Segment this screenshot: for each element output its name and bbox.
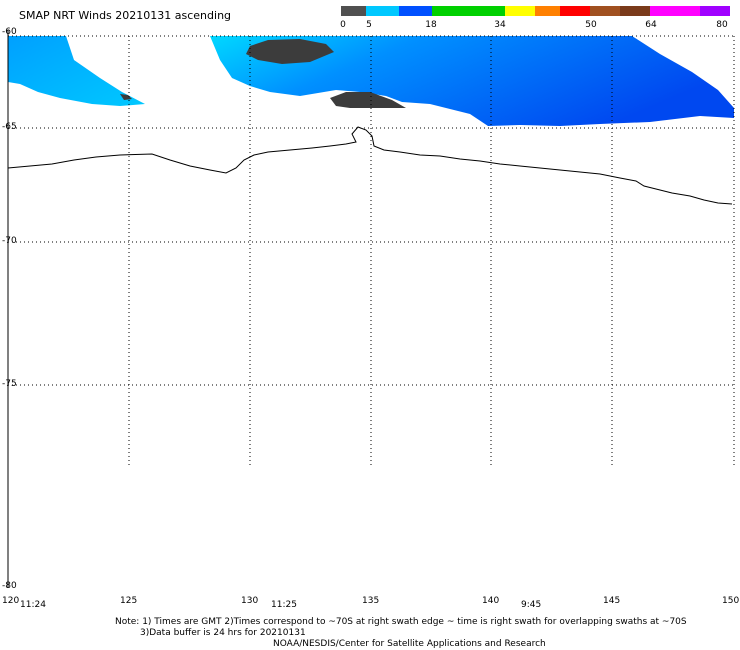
lat-label-65: -65 <box>2 122 17 132</box>
swath-time-label-2: 11:25 <box>271 600 297 610</box>
legend-segment-2 <box>399 6 432 16</box>
lon-label-125: 125 <box>120 596 138 606</box>
legend-segment-5 <box>535 6 560 16</box>
lat-label-70: -70 <box>2 236 17 246</box>
parallel-gridlines <box>8 35 734 386</box>
lon-label-120: 120 <box>2 596 20 606</box>
lon-label-140: 140 <box>482 596 500 606</box>
rain-flag-area-3 <box>120 94 132 100</box>
main-wind-swath <box>210 36 734 126</box>
left-wind-swath <box>8 36 145 106</box>
legend-tick-5: 5 <box>366 20 372 30</box>
legend-segment-4 <box>505 6 535 16</box>
legend-tick-50: 50 <box>585 20 597 30</box>
rain-flag-area-2 <box>330 92 406 108</box>
lat-label-80: -80 <box>2 581 17 591</box>
rain-flag-area-1 <box>246 39 334 64</box>
lat-label-60: -60 <box>2 27 17 37</box>
footnote-line-3: NOAA/NESDIS/Center for Satellite Applica… <box>273 639 546 649</box>
legend-segment-8 <box>620 6 650 16</box>
legend-segment-1 <box>366 6 399 16</box>
legend-segment-6 <box>560 6 590 16</box>
legend-segment-3 <box>432 6 505 16</box>
legend-segment-0 <box>341 6 366 16</box>
lon-label-135: 135 <box>362 596 380 606</box>
wind-speed-color-legend <box>341 6 730 16</box>
lon-label-145: 145 <box>603 596 621 606</box>
footnote: Note: 1) Times are GMT 2)Times correspon… <box>115 617 687 650</box>
lon-label-150: 150 <box>722 596 740 606</box>
swath-time-label-1: 11:24 <box>20 600 46 610</box>
legend-segment-9 <box>650 6 700 16</box>
map-title: SMAP NRT Winds 20210131 ascending <box>19 9 232 22</box>
legend-segment-10 <box>700 6 730 16</box>
lon-label-130: 130 <box>241 596 259 606</box>
legend-segment-7 <box>590 6 620 16</box>
antarctic-coastline <box>7 126 733 205</box>
legend-tick-64: 64 <box>645 20 657 30</box>
legend-tick-0: 0 <box>340 20 346 30</box>
legend-tick-80: 80 <box>716 20 728 30</box>
legend-tick-34: 34 <box>494 20 506 30</box>
lat-label-75: -75 <box>2 379 17 389</box>
legend-tick-18: 18 <box>425 20 437 30</box>
swath-time-label-3: 9:45 <box>521 600 542 610</box>
footnote-line-2: 3)Data buffer is 24 hrs for 20210131 <box>140 628 306 638</box>
footnote-line-1: Note: 1) Times are GMT 2)Times correspon… <box>115 617 687 627</box>
